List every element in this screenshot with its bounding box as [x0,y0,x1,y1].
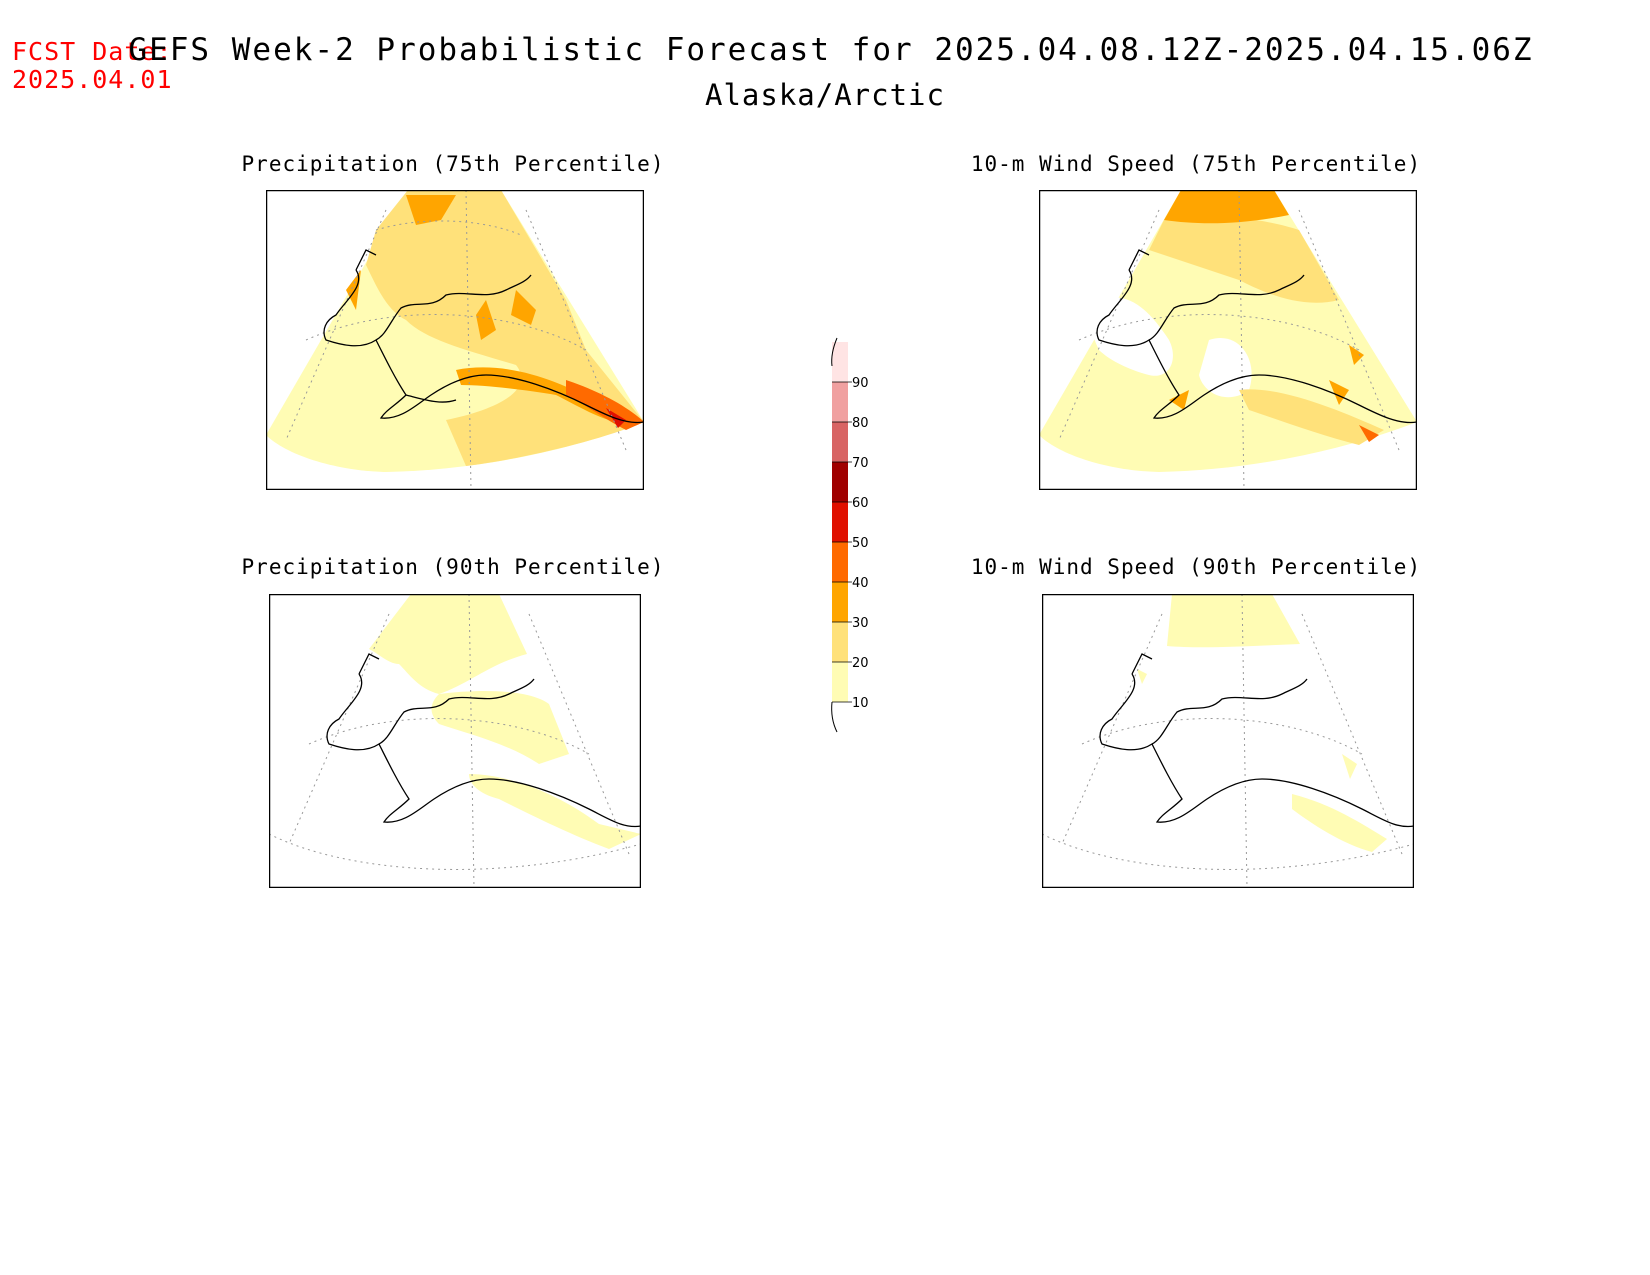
legend-label: 10 [852,696,869,711]
map-frame [1042,594,1414,888]
legend-label: 70 [852,456,869,471]
legend-label: 60 [852,496,869,511]
legend-bottom-arrow [831,701,838,733]
legend-swatch [832,382,848,422]
legend-swatch [832,422,848,462]
map-wind-75 [1039,190,1417,490]
panel-title-precip-90: Precipitation (90th Percentile) [241,555,665,579]
map-frame [266,190,644,490]
map-precip-90 [269,594,641,888]
legend-swatch [832,622,848,662]
panel-title-wind-90: 10-m Wind Speed (90th Percentile) [970,555,1422,579]
probability-shading [1137,594,1387,852]
coastline [1099,653,1414,828]
panel-title-precip-75: Precipitation (75th Percentile) [241,152,665,176]
region-subtitle: Alaska/Arctic [705,78,945,112]
legend-label: 20 [852,656,869,671]
coastline [326,653,641,828]
probability-shading [369,594,641,849]
page-title: GEFS Week-2 Probabilistic Forecast for 2… [128,32,1534,68]
legend-label: 40 [852,576,869,591]
legend-swatch [832,342,848,382]
probability-shading [266,190,644,472]
forecast-date-label: FCST Date: [12,37,173,66]
graticule [285,190,627,490]
legend-swatch [832,542,848,582]
forecast-date-value: 2025.04.01 [12,65,173,94]
legend-swatch [832,462,848,502]
legend-top-arrow [831,337,838,367]
map-frame [269,594,641,888]
legend-label: 90 [852,376,869,391]
graticule [1042,594,1414,888]
map-frame [1039,190,1417,490]
legend-swatch [832,662,848,702]
probability-color-legend: 10 20 30 40 50 60 70 80 90 [831,337,869,733]
legend-label: 30 [852,616,869,631]
panel-title-wind-75: 10-m Wind Speed (75th Percentile) [970,152,1422,176]
legend-labels: 10 20 30 40 50 60 70 80 90 [832,376,869,711]
map-wind-90 [1042,594,1414,888]
legend-swatch [832,582,848,622]
legend-label: 80 [852,416,869,431]
forecast-date-block: FCST Date: 2025.04.01 [12,38,173,94]
legend-label: 50 [852,536,869,551]
legend-swatches [832,342,848,702]
graticule [1058,190,1400,490]
coastline [1096,249,1417,424]
probability-shading [1039,190,1417,472]
graticule [269,594,641,888]
legend-swatch [832,502,848,542]
coastline [323,249,644,424]
map-precip-75 [266,190,644,490]
